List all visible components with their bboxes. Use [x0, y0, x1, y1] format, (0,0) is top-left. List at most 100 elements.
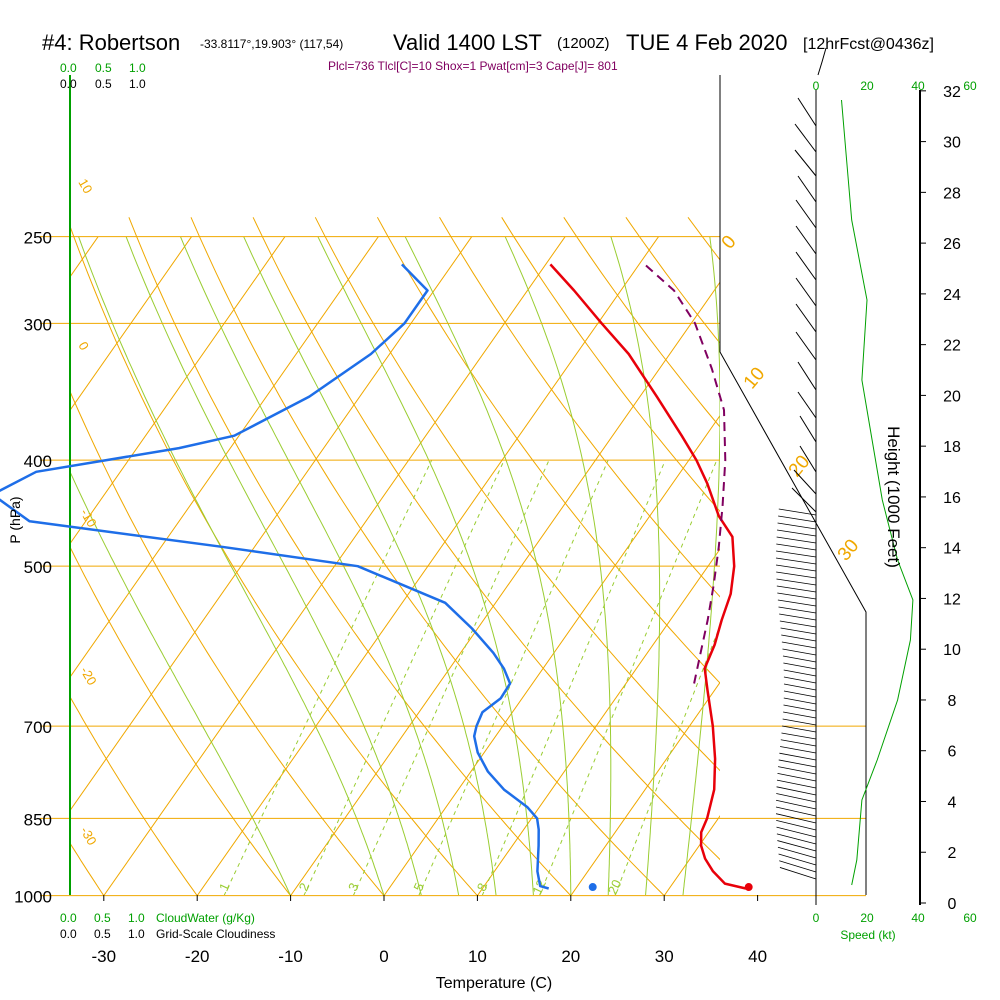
wind-barb	[799, 415, 817, 443]
dewpoint-profile-line	[0, 263, 550, 890]
wind-barb	[779, 752, 817, 761]
mixing-ratio-line	[418, 459, 609, 895]
parcel-path-line	[644, 263, 727, 684]
valid-time: Valid 1400 LST	[393, 30, 542, 55]
height-tick-label: 22	[943, 338, 961, 355]
moist-adiabat-line	[125, 236, 422, 895]
wind-barb	[781, 732, 817, 740]
chart-series	[0, 263, 753, 892]
isotherm-label: 30	[834, 536, 864, 566]
cloud-top-0-black: 0.0	[60, 77, 77, 91]
wind-barb	[779, 867, 817, 880]
wind-barb	[795, 331, 817, 361]
isotherm-line	[70, 236, 192, 412]
moist-adiabat-line	[243, 236, 497, 895]
height-tick-label: 16	[943, 490, 961, 507]
wind-barb	[779, 620, 817, 628]
moist-adiabat-line	[504, 236, 612, 895]
wind-barb	[776, 585, 817, 593]
wind-barb	[776, 536, 817, 544]
temperature-tick-label: -10	[278, 947, 303, 966]
x-axis-label: Temperature (C)	[436, 975, 552, 992]
temperature-tick-label: 40	[748, 947, 767, 966]
cloud-bottom-05-black: 0.5	[94, 927, 111, 941]
wind-barb	[783, 662, 817, 670]
moist-adiabat-line	[70, 470, 291, 895]
wind-barb	[777, 772, 817, 782]
wind-barb	[783, 669, 817, 677]
wind-barb	[782, 655, 817, 663]
wind-barb	[783, 704, 817, 712]
dry-adiabat-line	[128, 217, 571, 895]
isotherm-label: 10	[740, 364, 770, 394]
wind-barb	[777, 522, 817, 530]
speed-bottom-tick-40: 40	[911, 911, 925, 925]
height-tick-label: 12	[943, 591, 961, 608]
mixing-ratio-label: 5	[410, 881, 427, 894]
wind-barb	[797, 97, 817, 127]
isotherm-line	[0, 237, 5, 896]
wind-barb	[775, 806, 817, 817]
temperature-tick-label: 0	[379, 947, 388, 966]
dry-adiabat-label: 0	[75, 339, 92, 353]
temperature-tick-label: 10	[468, 947, 487, 966]
mixing-ratio-label: 1	[216, 881, 233, 894]
speed-top-tick-20: 20	[860, 79, 874, 93]
isotherm-line	[70, 236, 286, 545]
wind-barb	[776, 786, 817, 796]
pressure-tick-label: 400	[24, 452, 52, 471]
wind-barb	[777, 599, 817, 607]
mixing-ratio-label: 20	[605, 877, 625, 896]
dry-adiabat-line	[70, 545, 291, 895]
temperature-tick-label: 20	[561, 947, 580, 966]
wind-speed-curve	[841, 99, 914, 886]
dry-adiabat-line	[70, 390, 385, 895]
dry-adiabat-line	[70, 224, 478, 895]
wind-barb	[781, 634, 817, 642]
height-tick-label: 26	[943, 236, 961, 253]
wind-barb	[795, 225, 817, 255]
wind-barb	[780, 739, 817, 747]
wind-barbs	[775, 47, 827, 905]
mixing-ratio-line	[614, 624, 720, 895]
wind-barb	[783, 711, 817, 719]
speed-bottom-tick-20: 20	[860, 911, 874, 925]
wind-barb	[783, 683, 817, 691]
dry-adiabat-label: -20	[77, 664, 99, 688]
wind-barb	[778, 508, 817, 516]
cloud-bottom-1-black: 1.0	[128, 927, 145, 941]
mixing-ratio-label: 2	[296, 881, 313, 894]
wind-barb	[776, 550, 817, 558]
wind-barb	[778, 759, 817, 768]
wind-barb	[783, 697, 817, 705]
height-tick-label: 24	[943, 287, 961, 304]
cloudiness-label: Grid-Scale Cloudiness	[156, 927, 275, 941]
dry-adiabat-label: 10	[75, 176, 95, 196]
pressure-tick-label: 300	[24, 315, 52, 334]
speed-top-tick-60: 60	[963, 79, 977, 93]
height-tick-label: 18	[943, 439, 961, 456]
dry-adiabat-label: -10	[77, 506, 99, 530]
mixing-ratio-label: 3	[345, 881, 362, 894]
moist-adiabat-line	[180, 236, 460, 895]
height-tick-label: 14	[943, 541, 961, 558]
dry-adiabat-line	[314, 217, 720, 772]
wind-barb	[794, 149, 817, 177]
dry-adiabat-line	[70, 695, 198, 895]
speed-bottom-tick-60: 60	[963, 911, 977, 925]
dry-adiabat-line	[625, 217, 720, 344]
wind-barb	[778, 853, 817, 866]
height-tick-label: 10	[943, 642, 961, 659]
wind-barb	[777, 840, 817, 852]
chart-text: #4: Robertson -33.8117°,19.903° (117,54)…	[7, 30, 977, 992]
cloud-top-05-black: 0.5	[95, 77, 112, 91]
cloud-top-0-green: 0.0	[60, 61, 77, 75]
surface-dewpoint-marker	[588, 883, 597, 892]
plot-right-boundary	[719, 75, 867, 895]
utc-time: (1200Z)	[557, 35, 610, 52]
height-tick-label: 32	[943, 84, 961, 101]
forecast-info: [12hrFcst@0436z]	[803, 36, 934, 53]
height-tick-label: 28	[943, 185, 961, 202]
wind-barb	[799, 445, 817, 473]
